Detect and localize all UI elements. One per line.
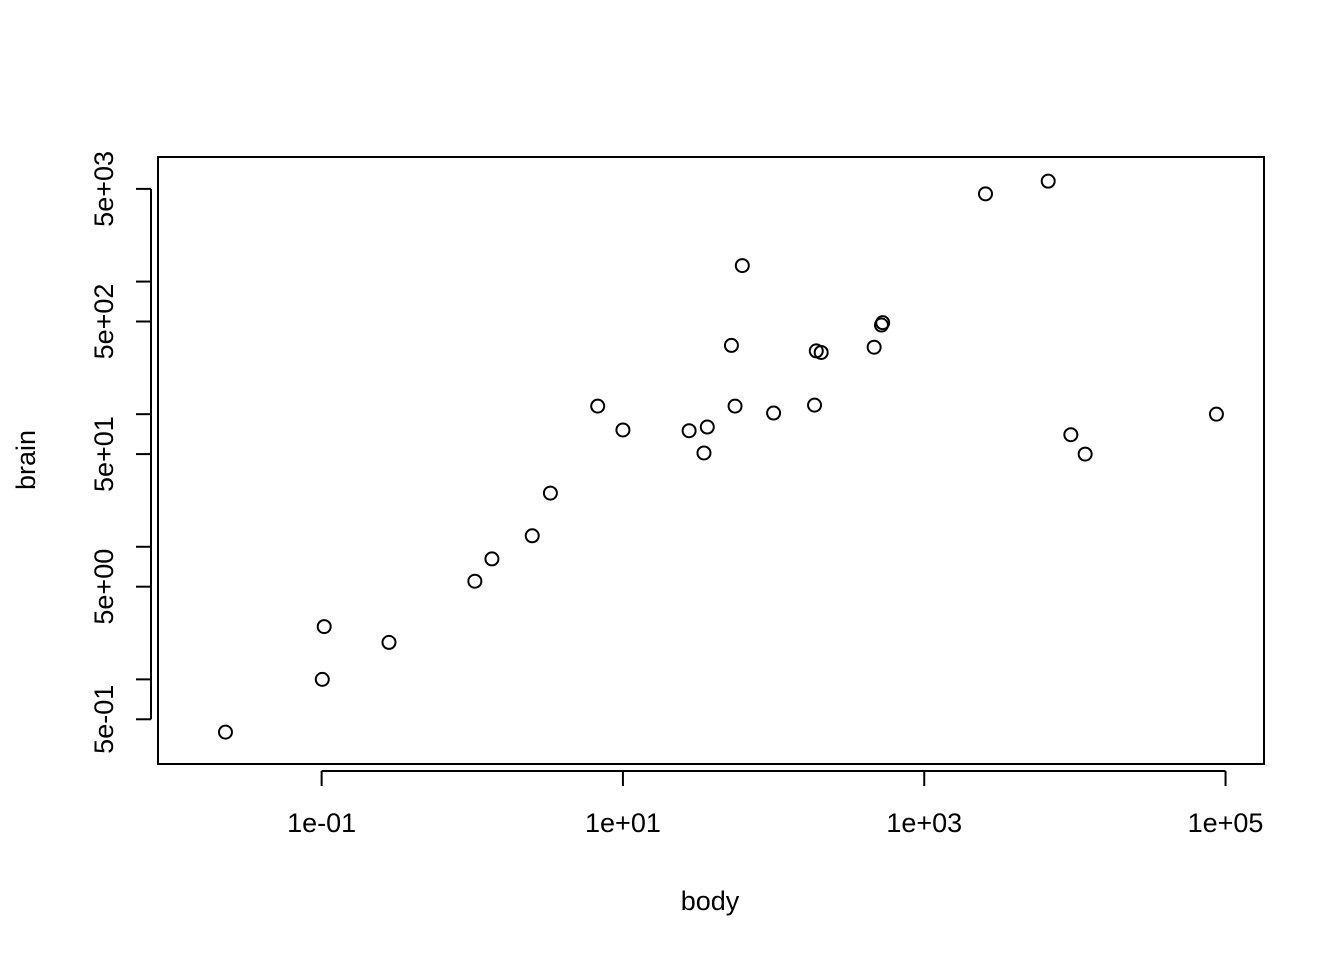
data-point [217, 724, 233, 740]
data-point [866, 339, 882, 355]
y-tick-label: 5e+03 [89, 151, 119, 227]
data-point [615, 422, 631, 438]
plot-box [157, 156, 1265, 765]
data-point [1077, 446, 1093, 462]
data-point [807, 397, 823, 413]
y-tick-label: 5e+01 [89, 416, 119, 492]
data-point [314, 671, 330, 687]
data-point [484, 551, 500, 567]
data-point [696, 445, 712, 461]
y-axis: 5e-01 5e+00 5e+01 5e+02 5e+03 [89, 151, 152, 754]
x-axis-label: body [681, 886, 740, 916]
data-points [217, 173, 1224, 740]
data-point [316, 619, 332, 635]
y-tick-label: 5e-01 [89, 685, 119, 754]
y-tick-label: 5e+00 [89, 549, 119, 625]
data-point [524, 528, 540, 544]
y-tick-label: 5e+02 [89, 284, 119, 360]
data-point [590, 398, 606, 414]
data-point [381, 634, 397, 650]
data-point [542, 485, 558, 501]
data-point [813, 344, 829, 360]
x-axis: 1e-01 1e+01 1e+03 1e+05 [287, 770, 1264, 838]
data-point [1063, 427, 1079, 443]
data-point [977, 186, 993, 202]
x-tick-label: 1e+01 [585, 808, 661, 838]
data-point [875, 315, 891, 331]
data-point [734, 258, 750, 274]
data-point [1208, 406, 1224, 422]
data-point [699, 419, 715, 435]
data-point [727, 398, 743, 414]
y-axis-label: brain [11, 430, 41, 490]
x-tick-label: 1e+05 [1188, 808, 1264, 838]
data-point [467, 573, 483, 589]
data-point [681, 423, 697, 439]
x-tick-label: 1e-01 [287, 808, 356, 838]
data-point [766, 405, 782, 421]
data-point [1040, 173, 1056, 189]
data-point [723, 337, 739, 353]
x-tick-label: 1e+03 [886, 808, 962, 838]
